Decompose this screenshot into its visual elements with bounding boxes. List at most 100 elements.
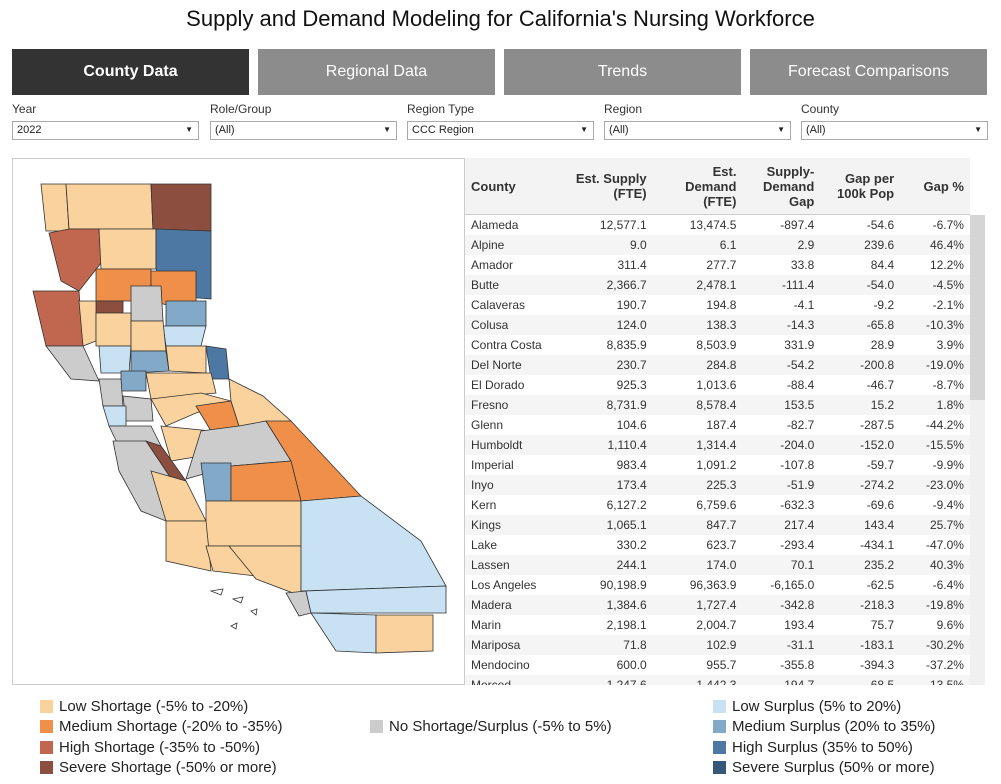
table-row[interactable]: Amador 311.4 277.7 33.8 84.4 12.2%	[465, 255, 970, 275]
table-row[interactable]: Humboldt 1,110.4 1,314.4 -204.0 -152.0 -15.5%	[465, 435, 970, 455]
legend-item: Low Surplus (5% to 20%)	[713, 696, 935, 717]
col-county[interactable]: County	[471, 178, 516, 194]
table-row[interactable]: Fresno 8,731.9 8,578.4 153.5 15.2 1.8%	[465, 395, 970, 415]
table-row[interactable]: Butte 2,366.7 2,478.1 -111.4 -54.0 -4.5%	[465, 275, 970, 295]
table-cell: -68.5	[866, 678, 895, 685]
table-cell: -111.4	[782, 278, 815, 292]
county-shape[interactable]	[130, 320, 167, 352]
table-row[interactable]: El Dorado 925.3 1,013.6 -88.4 -46.7 -8.7%	[465, 375, 970, 395]
region-type-select[interactable]: CCC Region ▼	[407, 121, 594, 140]
county-shape[interactable]	[45, 345, 100, 382]
table-cell: -434.1	[860, 538, 895, 552]
table-row[interactable]: Los Angeles 90,198.9 96,363.9 -6,165.0 -62.5…	[465, 575, 970, 595]
county-shape[interactable]	[122, 395, 154, 422]
table-cell: Alameda	[471, 218, 519, 232]
filter-label: Year	[12, 102, 37, 116]
table-cell: 70.1	[790, 558, 815, 572]
county-shape[interactable]	[230, 460, 302, 502]
table-cell: -8.7%	[932, 378, 964, 392]
tab-regional-data[interactable]: Regional Data	[258, 49, 495, 95]
california-county-map[interactable]	[12, 158, 465, 685]
col-gap[interactable]: Supply-Demand Gap	[762, 163, 815, 209]
county-shape[interactable]	[200, 462, 232, 502]
table-row[interactable]: Kings 1,065.1 847.7 217.4 143.4 25.7%	[465, 515, 970, 535]
role-select[interactable]: (All) ▼	[210, 121, 397, 140]
legend-label: Medium Surplus (20% to 35%)	[732, 718, 936, 736]
table-row[interactable]: Marin 2,198.1 2,004.7 193.4 75.7 9.6%	[465, 615, 970, 635]
region-select[interactable]: (All) ▼	[604, 121, 791, 140]
table-cell: 6,127.2	[606, 498, 647, 512]
table-cell: 1,110.4	[607, 438, 647, 452]
county-select[interactable]: (All) ▼	[801, 121, 988, 140]
county-shape[interactable]	[98, 228, 157, 270]
county-shape[interactable]	[145, 372, 217, 400]
table-row[interactable]: Imperial 983.4 1,091.2 -107.8 -59.7 -9.9%	[465, 455, 970, 475]
table-cell: 90,198.9	[599, 578, 647, 592]
table-cell: 1,013.6	[696, 378, 737, 392]
county-shape[interactable]	[98, 345, 132, 374]
tab-county-data[interactable]: County Data	[12, 49, 249, 95]
county-shape[interactable]	[95, 312, 132, 347]
table-row[interactable]: Alpine 9.0 6.1 2.9 239.6 46.4%	[465, 235, 970, 255]
county-shape[interactable]	[130, 350, 170, 374]
county-shape[interactable]	[40, 183, 70, 232]
county-shape[interactable]	[102, 405, 127, 427]
scrollbar-thumb[interactable]	[970, 215, 985, 400]
table-cell: Calaveras	[471, 298, 526, 312]
filter-label: Region	[604, 102, 643, 116]
table-row[interactable]: Inyo 173.4 225.3 -51.9 -274.2 -23.0%	[465, 475, 970, 495]
table-cell: -274.2	[860, 478, 895, 492]
county-filter: County (All) ▼	[801, 102, 988, 140]
table-row[interactable]: Mariposa 71.8 102.9 -31.1 -183.1 -30.2%	[465, 635, 970, 655]
table-cell: Lassen	[471, 558, 510, 572]
table-row[interactable]: Contra Costa 8,835.9 8,503.9 331.9 28.9 3.9%	[465, 335, 970, 355]
county-shape[interactable]	[310, 612, 377, 654]
swatch	[713, 720, 726, 734]
county-shape[interactable]	[165, 300, 207, 327]
legend-surplus: Low Surplus (5% to 20%) Medium Surplus (…	[713, 696, 935, 778]
county-shape[interactable]	[305, 585, 447, 614]
county-shape[interactable]	[130, 285, 164, 322]
county-shape[interactable]	[228, 378, 292, 427]
table-row[interactable]: Colusa 124.0 138.3 -14.3 -65.8 -10.3%	[465, 315, 970, 335]
table-body: Alameda 12,577.1 13,474.5 -897.4 -54.6 -6.7% A…	[465, 215, 970, 685]
county-shape[interactable]	[150, 183, 212, 232]
county-shape[interactable]	[120, 370, 147, 392]
table-row[interactable]: Del Norte 230.7 284.8 -54.2 -200.8 -19.0%	[465, 355, 970, 375]
table-row[interactable]: Lassen 244.1 174.0 70.1 235.2 40.3%	[465, 555, 970, 575]
table-cell: 193.4	[784, 618, 815, 632]
county-shape[interactable]	[98, 378, 124, 407]
table-row[interactable]: Glenn 104.6 187.4 -82.7 -287.5 -44.2%	[465, 415, 970, 435]
table-cell: -355.8	[780, 658, 815, 672]
table-row[interactable]: Alameda 12,577.1 13,474.5 -897.4 -54.6 -6.7%	[465, 215, 970, 235]
col-demand[interactable]: Est. Demand (FTE)	[685, 163, 737, 209]
table-row[interactable]: Merced 1,247.6 1,442.3 -194.7 -68.5 -13.5%	[465, 675, 970, 685]
table-row[interactable]: Calaveras 190.7 194.8 -4.1 -9.2 -2.1%	[465, 295, 970, 315]
table-cell: -82.7	[786, 418, 815, 432]
table-row[interactable]: Madera 1,384.6 1,727.4 -342.8 -218.3 -19.8%	[465, 595, 970, 615]
legend-item: Medium Shortage (-20% to -35%)	[40, 717, 282, 738]
county-shape[interactable]	[162, 325, 207, 347]
table-row[interactable]: Kern 6,127.2 6,759.6 -632.3 -69.6 -9.4%	[465, 495, 970, 515]
county-shape[interactable]	[48, 228, 102, 292]
county-shape[interactable]	[95, 300, 124, 314]
county-shape[interactable]	[65, 183, 154, 230]
select-value: (All)	[609, 124, 629, 136]
county-shape[interactable]	[32, 290, 84, 347]
county-shape[interactable]	[375, 614, 434, 654]
table-cell: -9.4%	[932, 498, 964, 512]
map-svg[interactable]	[13, 159, 466, 686]
year-select[interactable]: 2022 ▼	[12, 121, 199, 140]
county-shape[interactable]	[300, 495, 447, 592]
county-shape[interactable]	[165, 345, 207, 374]
table-cell: Marin	[471, 618, 502, 632]
tab-forecast-comparisons[interactable]: Forecast Comparisons	[750, 49, 987, 95]
table-row[interactable]: Mendocino 600.0 955.7 -355.8 -394.3 -37.2%	[465, 655, 970, 675]
table-cell: 173.4	[616, 478, 647, 492]
county-shape[interactable]	[165, 520, 212, 572]
tab-trends[interactable]: Trends	[504, 49, 741, 95]
col-gap-pct[interactable]: Gap %	[923, 178, 964, 194]
col-gap-per-100k[interactable]: Gap per 100k Pop	[837, 171, 895, 201]
table-row[interactable]: Lake 330.2 623.7 -293.4 -434.1 -47.0%	[465, 535, 970, 555]
col-supply[interactable]: Est. Supply (FTE)	[575, 171, 647, 201]
